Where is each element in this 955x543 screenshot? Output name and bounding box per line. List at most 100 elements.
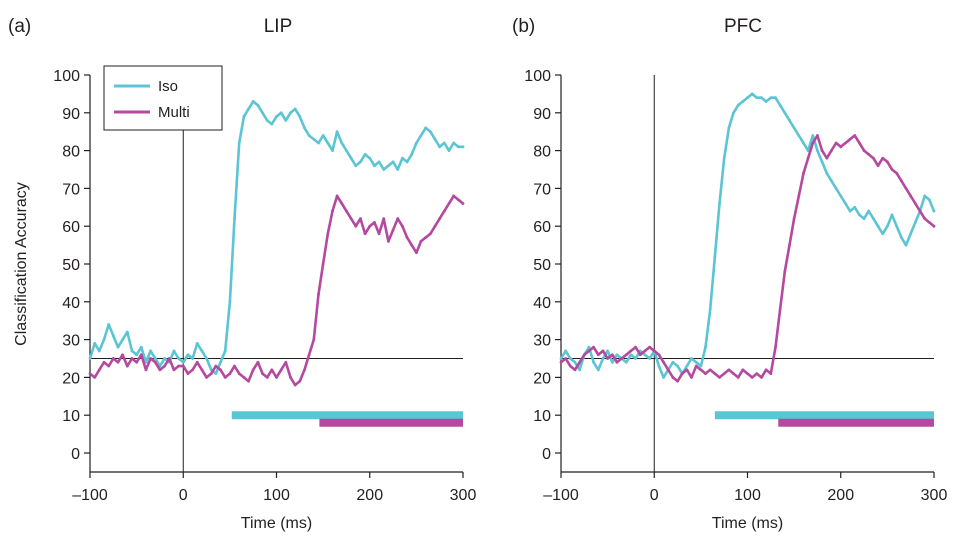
data-point-multi (251, 368, 255, 372)
data-point-iso (615, 353, 619, 357)
data-point-iso (871, 217, 875, 221)
data-point-iso (839, 194, 843, 198)
data-point-iso (303, 126, 306, 130)
data-point-iso (690, 357, 693, 360)
data-point-iso (191, 357, 194, 360)
data-point-multi (578, 360, 582, 364)
data-point-multi (648, 345, 651, 349)
data-point-iso (368, 156, 372, 160)
legend-label: Iso (158, 78, 178, 95)
data-point-iso (830, 179, 833, 183)
x-tick-label: 200 (827, 487, 854, 504)
data-point-multi (223, 376, 227, 379)
data-point-iso (265, 118, 269, 122)
data-point-multi (345, 209, 348, 213)
data-point-multi (699, 368, 703, 372)
data-point-multi (746, 372, 749, 376)
data-point-iso (284, 118, 288, 122)
data-point-iso (349, 156, 353, 160)
data-point-multi (876, 164, 880, 168)
data-point-multi (634, 345, 637, 349)
data-point-multi (438, 217, 442, 221)
data-point-iso (405, 160, 409, 164)
y-tick-label: 30 (533, 333, 551, 350)
y-tick-label: 60 (62, 219, 80, 236)
data-point-iso (769, 96, 773, 100)
y-axis-label: Classification Accuracy (13, 182, 30, 346)
data-point-multi (214, 364, 218, 368)
data-point-multi (871, 156, 875, 160)
data-point-multi (834, 141, 838, 145)
data-point-iso (237, 141, 241, 145)
data-point-iso (797, 134, 801, 137)
data-point-multi (144, 368, 148, 372)
data-point-iso (736, 103, 740, 107)
data-point-iso (391, 160, 395, 164)
data-point-multi (317, 292, 320, 296)
y-tick-label: 80 (533, 144, 551, 161)
data-point-iso (93, 341, 97, 345)
data-point-multi (191, 368, 194, 372)
data-point-multi (111, 357, 115, 360)
x-tick-label: 300 (921, 487, 948, 504)
data-point-multi (181, 364, 185, 368)
data-point-multi (755, 372, 759, 376)
data-point-iso (410, 152, 414, 156)
data-point-iso (811, 134, 815, 137)
data-point-multi (270, 368, 274, 372)
data-point-iso (340, 141, 344, 145)
data-point-multi (209, 372, 213, 376)
data-point-iso (442, 141, 446, 145)
data-point-multi (400, 224, 404, 228)
data-point-multi (610, 353, 614, 357)
data-point-multi (433, 224, 437, 228)
data-point-multi (237, 372, 241, 376)
data-point-iso (778, 103, 782, 107)
data-point-iso (559, 357, 563, 360)
data-point-iso (279, 111, 283, 115)
data-point-iso (139, 345, 143, 349)
data-point-multi (722, 372, 726, 376)
y-tick-label: 100 (524, 68, 551, 85)
y-tick-label: 60 (533, 219, 551, 236)
data-point-iso (923, 194, 927, 198)
data-point-iso (676, 364, 679, 368)
data-point-iso (275, 115, 278, 118)
data-point-iso (783, 111, 787, 115)
series-line-multi (560, 134, 935, 383)
y-tick-label: 50 (533, 257, 551, 274)
data-point-multi (107, 364, 111, 368)
data-point-iso (792, 126, 796, 130)
data-point-multi (592, 345, 596, 349)
data-point-multi (177, 364, 180, 368)
data-point-iso (447, 149, 451, 153)
data-point-iso (456, 145, 460, 149)
data-point-multi (442, 209, 446, 213)
data-point-multi (125, 364, 129, 368)
data-point-iso (172, 349, 176, 353)
data-point-multi (387, 239, 390, 243)
data-point-iso (741, 100, 745, 103)
data-point-iso (890, 213, 894, 217)
data-point-multi (200, 368, 204, 372)
data-point-multi (904, 187, 908, 190)
data-point-iso (629, 353, 633, 357)
data-point-iso (424, 126, 428, 130)
x-axis-label: Time (ms) (241, 515, 312, 532)
data-point-iso (195, 341, 199, 345)
data-point-iso (116, 345, 120, 349)
data-point-multi (139, 353, 143, 357)
data-point-iso (205, 357, 208, 360)
legend-box (103, 65, 223, 131)
y-tick-label: 10 (62, 408, 80, 425)
data-point-iso (904, 243, 908, 247)
data-point-iso (144, 360, 148, 364)
data-point-multi (694, 364, 698, 368)
data-point-iso (261, 111, 264, 115)
data-point-iso (153, 357, 157, 360)
data-point-iso (713, 255, 717, 258)
data-point-multi (405, 236, 409, 239)
y-tick-label: 90 (533, 106, 551, 123)
